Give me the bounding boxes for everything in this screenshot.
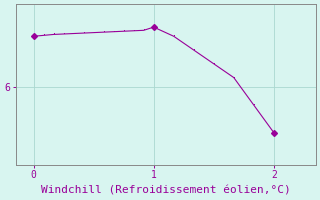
X-axis label: Windchill (Refroidissement éolien,°C): Windchill (Refroidissement éolien,°C) (41, 186, 291, 196)
